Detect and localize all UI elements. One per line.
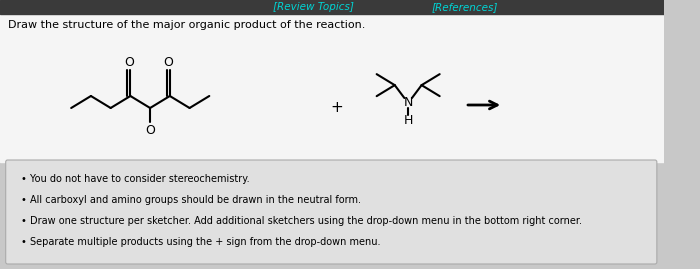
Text: O: O [164, 56, 174, 69]
Text: O: O [124, 56, 134, 69]
Text: O: O [145, 123, 155, 136]
Text: Draw the structure of the major organic product of the reaction.: Draw the structure of the major organic … [8, 20, 365, 30]
Text: • You do not have to consider stereochemistry.: • You do not have to consider stereochem… [21, 174, 249, 184]
Text: [References]: [References] [432, 2, 498, 12]
Bar [0, 14, 664, 162]
Text: • Separate multiple products using the + sign from the drop-down menu.: • Separate multiple products using the +… [21, 237, 380, 247]
FancyBboxPatch shape [6, 160, 657, 264]
Text: H: H [403, 114, 413, 126]
Text: [Review Topics]: [Review Topics] [273, 2, 354, 12]
Text: • All carboxyl and amino groups should be drawn in the neutral form.: • All carboxyl and amino groups should b… [21, 195, 361, 205]
Bar [0, 0, 664, 14]
Text: • Draw one structure per sketcher. Add additional sketchers using the drop-down : • Draw one structure per sketcher. Add a… [21, 216, 582, 226]
Text: N: N [403, 95, 413, 108]
Text: +: + [330, 101, 343, 115]
